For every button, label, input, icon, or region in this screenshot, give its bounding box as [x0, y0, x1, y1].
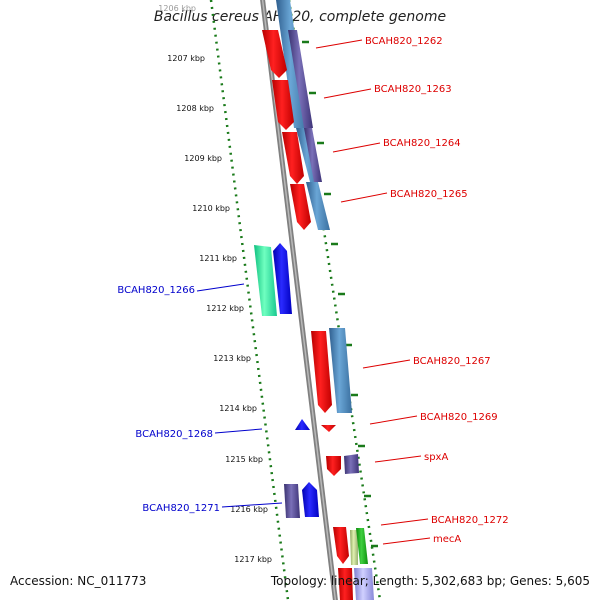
gene-feature — [272, 80, 294, 130]
gene-label[interactable]: BCAH820_1265 — [390, 189, 468, 200]
ruler-label: 1209 kbp — [184, 154, 222, 163]
accession-label: Accession: NC_011773 — [10, 574, 147, 588]
gene-feature — [311, 331, 332, 413]
gene-label[interactable]: mecA — [433, 534, 461, 545]
ruler-label: 1214 kbp — [219, 404, 257, 413]
gene-feature — [302, 482, 319, 517]
gene-feature — [326, 456, 341, 476]
reverse-gene-labels: BCAH820_1266 BCAH820_1268 BCAH820_1271 — [117, 283, 283, 514]
ruler-label: 1208 kbp — [176, 104, 214, 113]
gene-feature — [273, 243, 292, 314]
gene-feature — [338, 568, 353, 600]
reverse-genes — [254, 243, 319, 518]
gene-feature — [284, 484, 300, 518]
ruler-label: 1213 kbp — [213, 354, 251, 363]
gene-label[interactable]: BCAH820_1268 — [135, 429, 213, 440]
gene-feature — [321, 425, 336, 432]
gene-label[interactable]: BCAH820_1266 — [117, 285, 195, 296]
gene-label[interactable]: BCAH820_1271 — [142, 503, 220, 514]
gene-feature — [288, 30, 313, 128]
gene-feature — [333, 527, 349, 564]
gene-feature — [254, 245, 277, 316]
ruler-label: 1210 kbp — [192, 204, 230, 213]
ruler-labels: 1206 kbp 1207 kbp 1208 kbp 1209 kbp 1210… — [158, 4, 272, 564]
forward-gene-labels: BCAH820_1262 BCAH820_1263 BCAH820_1264 B… — [315, 36, 509, 545]
ruler-label: 1207 kbp — [167, 54, 205, 63]
gene-feature — [295, 419, 310, 430]
genome-title: Bacillus cereus AH820, complete genome — [153, 9, 447, 25]
gene-label[interactable]: BCAH820_1262 — [365, 36, 443, 47]
ruler-label: 1212 kbp — [206, 304, 244, 313]
forward-genes — [262, 0, 374, 600]
gene-feature — [262, 30, 287, 78]
ruler-left-line — [209, 0, 290, 600]
gene-feature — [354, 568, 374, 600]
gene-feature — [282, 132, 304, 184]
ruler-right-ticks — [302, 40, 378, 548]
gene-feature — [304, 128, 322, 182]
gene-feature — [290, 184, 311, 230]
gene-feature — [306, 182, 330, 230]
ruler-label: 1216 kbp — [230, 505, 268, 514]
gene-label[interactable]: BCAH820_1267 — [413, 356, 491, 367]
backbone-highlight — [261, 0, 337, 600]
gene-label[interactable]: BCAH820_1264 — [383, 138, 461, 149]
gene-label[interactable]: spxA — [424, 452, 448, 463]
ruler-label: 1211 kbp — [199, 254, 237, 263]
ruler-right-line — [287, 0, 382, 600]
ruler-label: 1215 kbp — [225, 455, 263, 464]
genome-summary: Topology: linear; Length: 5,302,683 bp; … — [270, 574, 590, 588]
ruler-label: 1206 kbp — [158, 4, 196, 13]
gene-label[interactable]: BCAH820_1269 — [420, 412, 498, 423]
gene-feature — [329, 328, 352, 413]
gene-feature — [356, 528, 368, 564]
gene-feature — [350, 530, 358, 565]
gene-feature — [344, 454, 359, 474]
ruler-label: 1217 kbp — [234, 555, 272, 564]
gene-label[interactable]: BCAH820_1272 — [431, 515, 509, 526]
gene-label[interactable]: BCAH820_1263 — [374, 84, 452, 95]
